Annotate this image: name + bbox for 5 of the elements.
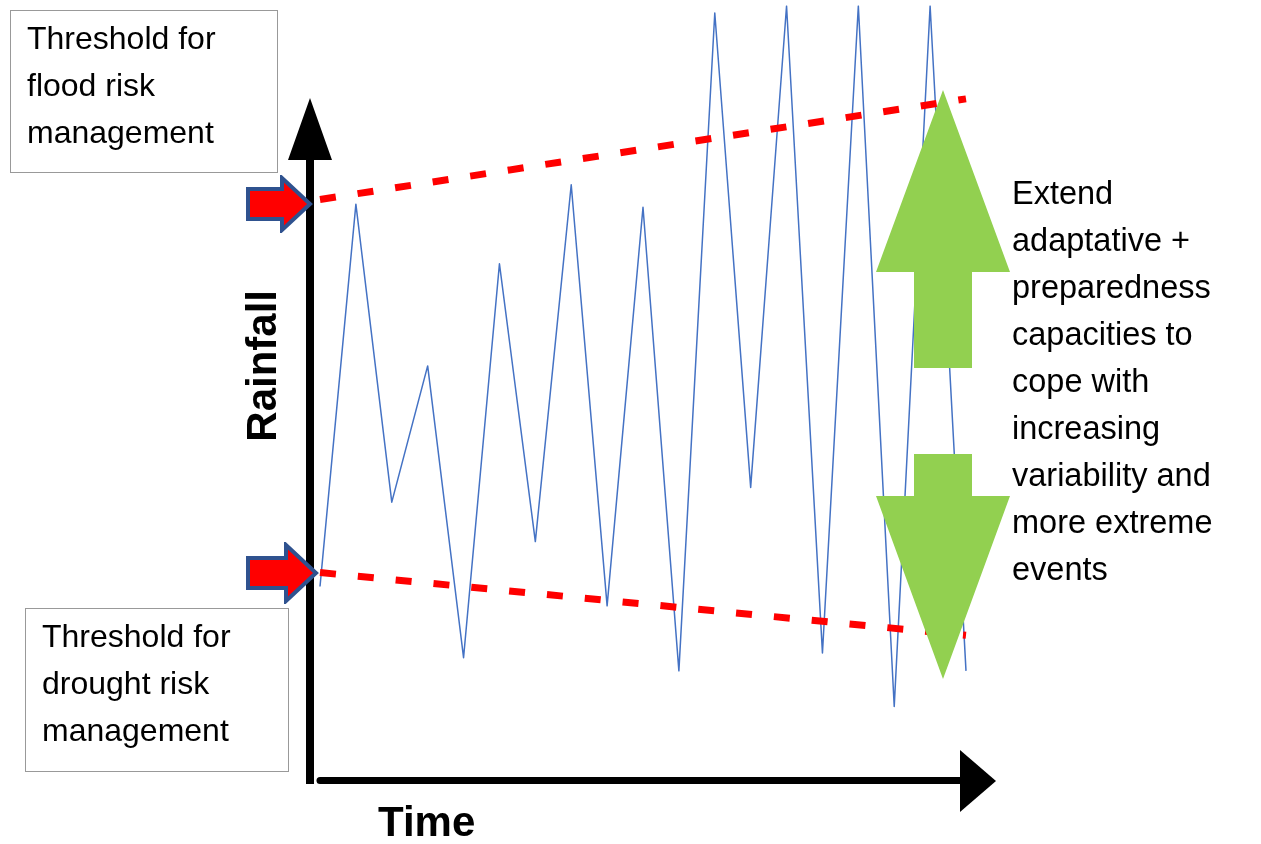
x-axis-title: Time [378,797,476,844]
text: Extend adaptative + preparedness capacities to cope with increasing variability and more extreme events [1012,175,1213,587]
y-axis-title: Rainfall [237,289,285,442]
text: Threshold for flood risk management [10,10,278,173]
text: Threshold for drought risk management [25,608,289,772]
